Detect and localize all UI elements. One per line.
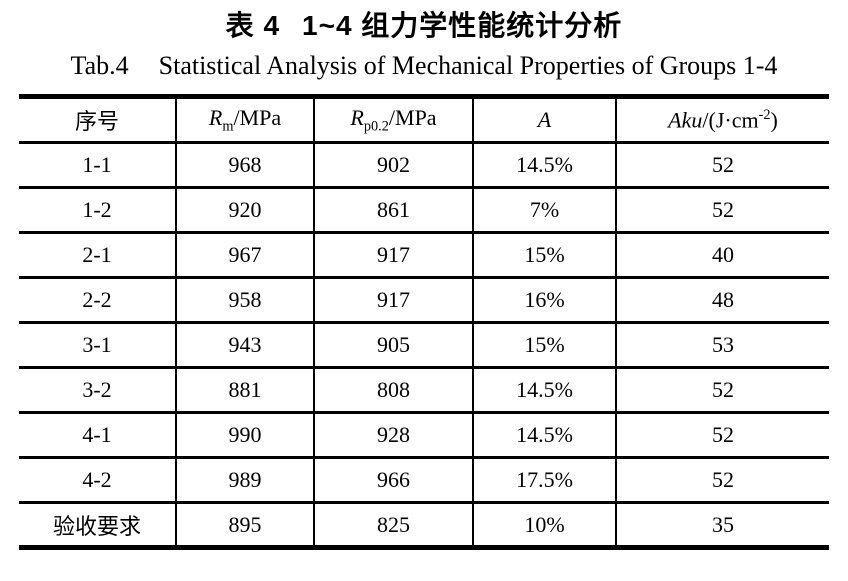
data-cell: 928 [313, 412, 473, 458]
table-row: 4-1 990 928 14.5% 52 [19, 412, 829, 458]
table-row: 3-2 881 808 14.5% 52 [19, 367, 829, 413]
data-cell: 905 [313, 322, 473, 368]
table-number-en: Tab.4 [70, 51, 129, 80]
data-cell: 52 [615, 142, 829, 188]
table-header: 序号 Rm/MPa Rp0.2/MPa A Aku/(J·cm-2) [19, 96, 829, 143]
data-cell: 16% [472, 277, 616, 323]
column-header-rm: Rm/MPa [175, 96, 314, 143]
data-cell: 902 [313, 142, 473, 188]
row-label-cell: 3-1 [82, 332, 112, 357]
data-cell: 53 [615, 322, 829, 368]
data-cell: 990 [175, 412, 314, 458]
row-label-cell: 4-1 [82, 422, 112, 447]
data-cell: 825 [313, 502, 473, 548]
data-cell: 967 [175, 232, 314, 278]
table-row-acceptance: 验收要求 895 825 10% 35 [19, 502, 829, 548]
data-cell: 52 [615, 187, 829, 233]
data-cell: 15% [472, 232, 616, 278]
table-title-english: Tab.4 Statistical Analysis of Mechanical … [0, 45, 848, 87]
row-label-cell: 验收要求 [52, 513, 141, 539]
data-cell: 52 [615, 367, 829, 413]
data-cell: 10% [472, 502, 616, 548]
data-cell: 943 [175, 322, 314, 368]
column-header-rp02: Rp0.2/MPa [313, 96, 473, 143]
data-cell: 917 [313, 232, 473, 278]
table-body: 1-1 968 902 14.5% 52 1-2 920 861 7% 52 2… [19, 142, 829, 548]
data-cell: 52 [615, 412, 829, 458]
table-title-zh-text: 1~4 组力学性能统计分析 [302, 10, 623, 41]
row-label-cell: 4-2 [82, 467, 112, 492]
row-label-cell: 1-1 [82, 152, 112, 177]
data-cell: 14.5% [472, 367, 616, 413]
table-row: 3-1 943 905 15% 53 [19, 322, 829, 368]
column-header-serial: 序号 [74, 109, 119, 134]
row-label-cell: 2-1 [82, 242, 112, 267]
data-cell: 895 [175, 502, 314, 548]
data-cell: 14.5% [472, 142, 616, 188]
row-label-cell: 1-2 [82, 197, 112, 222]
data-cell: 968 [175, 142, 314, 188]
column-header-elongation: A [472, 96, 616, 143]
table-row: 2-1 967 917 15% 40 [19, 232, 829, 278]
data-cell: 7% [472, 187, 616, 233]
row-label-cell: 3-2 [82, 377, 112, 402]
data-cell: 35 [615, 502, 829, 548]
data-cell: 17.5% [472, 457, 616, 503]
table-row: 2-2 958 917 16% 48 [19, 277, 829, 323]
data-cell: 881 [175, 367, 314, 413]
data-cell: 15% [472, 322, 616, 368]
column-header-aku: Aku/(J·cm-2) [615, 96, 829, 143]
data-cell: 917 [313, 277, 473, 323]
table-number-zh: 表 4 [225, 10, 281, 41]
data-cell: 808 [313, 367, 473, 413]
table-row: 4-2 989 966 17.5% 52 [19, 457, 829, 503]
data-cell: 989 [175, 457, 314, 503]
table-title-en-text: Statistical Analysis of Mechanical Prope… [158, 51, 778, 80]
data-cell: 966 [313, 457, 473, 503]
table-row: 1-2 920 861 7% 52 [19, 187, 829, 233]
data-cell: 920 [175, 187, 314, 233]
data-cell: 40 [615, 232, 829, 278]
header-row: 序号 Rm/MPa Rp0.2/MPa A Aku/(J·cm-2) [19, 96, 829, 143]
table-title-chinese: 表 4 1~4 组力学性能统计分析 [0, 7, 848, 45]
data-cell: 48 [615, 277, 829, 323]
row-label-cell: 2-2 [82, 287, 112, 312]
data-cell: 958 [175, 277, 314, 323]
data-cell: 861 [313, 187, 473, 233]
data-cell: 14.5% [472, 412, 616, 458]
table-row: 1-1 968 902 14.5% 52 [19, 142, 829, 188]
data-cell: 52 [615, 457, 829, 503]
mechanical-properties-table: 序号 Rm/MPa Rp0.2/MPa A Aku/(J·cm-2) 1-1 9… [19, 94, 829, 550]
